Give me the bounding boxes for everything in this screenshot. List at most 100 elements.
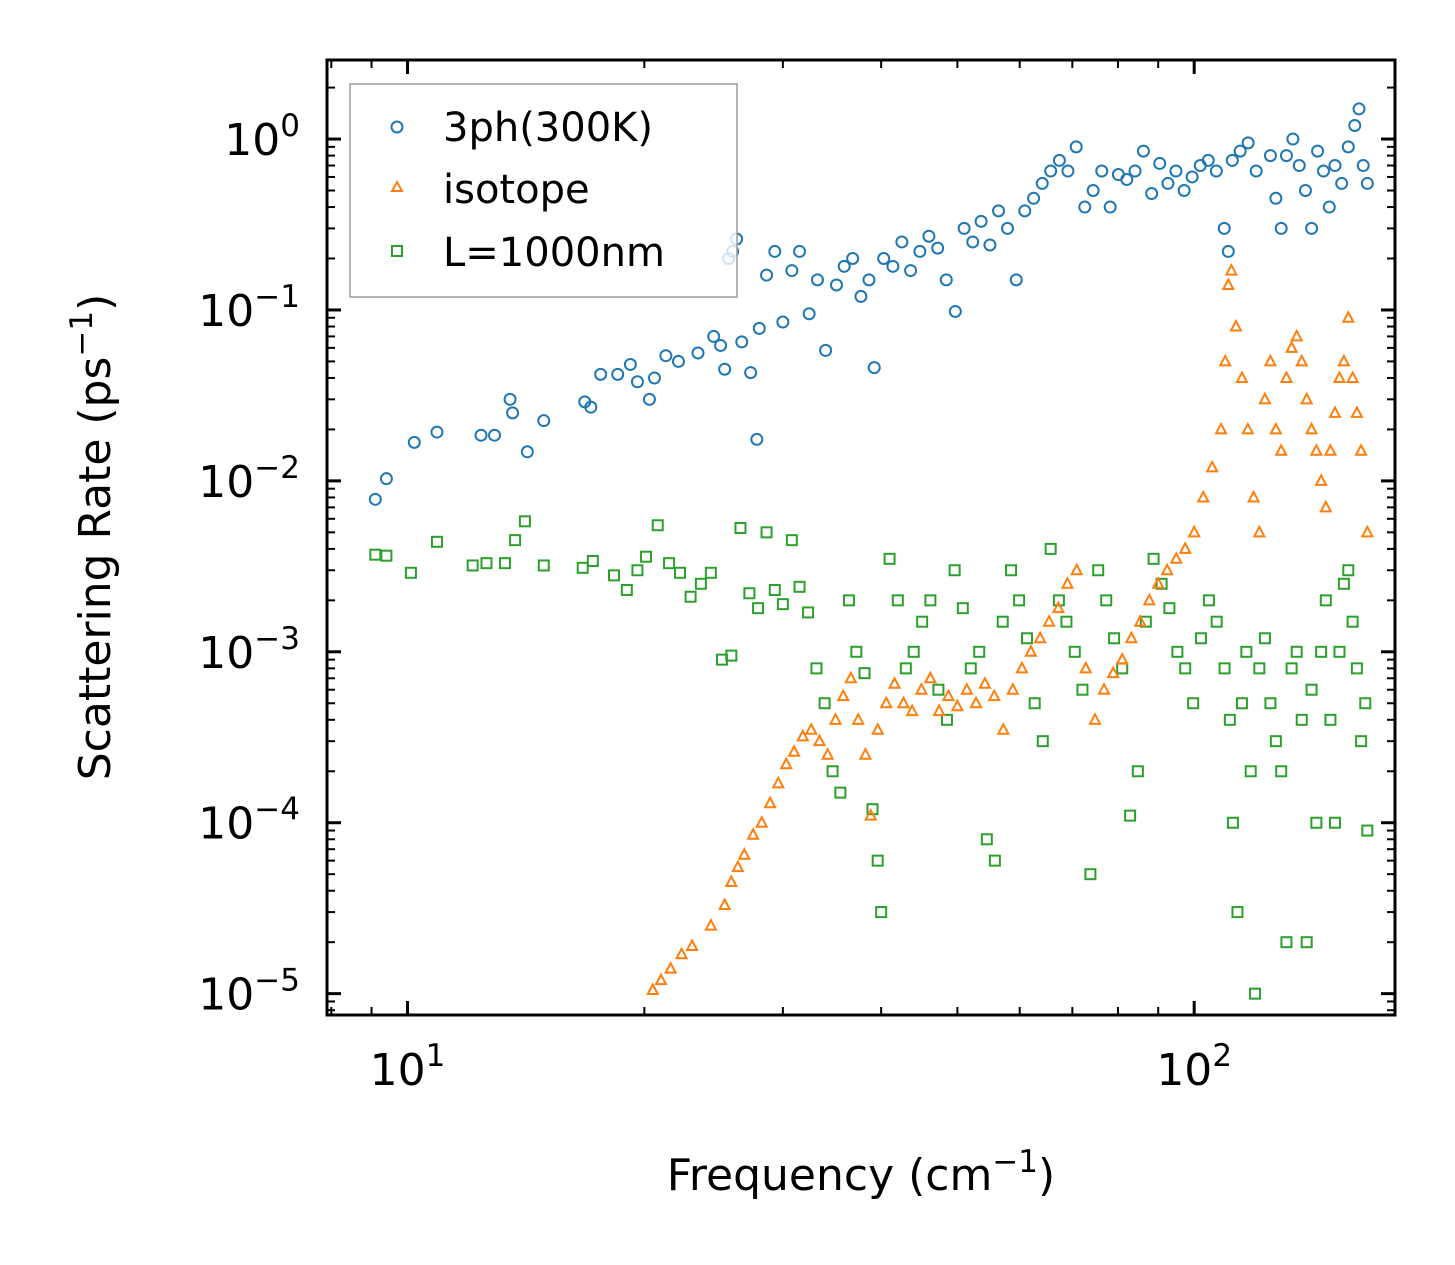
point-isotope [1106, 665, 1120, 679]
point-l1000nm [480, 557, 493, 570]
point-3ph [760, 268, 774, 282]
point-3ph [1095, 164, 1109, 178]
point-l1000nm [663, 557, 676, 570]
point-3ph [1221, 244, 1235, 258]
point-l1000nm [1350, 662, 1363, 675]
point-l1000nm [1337, 577, 1350, 590]
y-tick-label: 10−1 [198, 279, 300, 337]
point-isotope [731, 859, 745, 873]
point-l1000nm [1131, 765, 1144, 778]
point-l1000nm [1202, 594, 1215, 607]
data-marks [368, 102, 1374, 1000]
point-l1000nm [1084, 868, 1097, 881]
point-3ph [707, 329, 721, 343]
point-l1000nm [988, 854, 1001, 867]
point-isotope [1115, 651, 1129, 665]
point-l1000nm [1100, 594, 1113, 607]
point-l1000nm [834, 786, 847, 799]
point-3ph [1348, 119, 1362, 133]
point-3ph [846, 252, 860, 266]
y-tick-label: 10−5 [198, 963, 300, 1021]
point-l1000nm [1324, 713, 1337, 726]
point-isotope [717, 897, 732, 911]
point-3ph [474, 428, 488, 442]
point-l1000nm [725, 649, 738, 662]
series-3ph(300K) [368, 102, 1374, 506]
x-axis-label: Frequency (cm−1) [667, 1144, 1055, 1201]
point-l1000nm [640, 550, 653, 563]
point-3ph [802, 307, 816, 321]
point-3ph [1161, 176, 1175, 190]
y-tick-label: 10−4 [198, 792, 300, 850]
point-3ph [714, 338, 728, 352]
point-isotope [1328, 405, 1342, 418]
legend-entry-3ph: 3ph(300K) [390, 105, 653, 151]
point-isotope [1263, 353, 1278, 367]
point-l1000nm [694, 577, 707, 590]
point-3ph [671, 354, 685, 368]
point-3ph [594, 367, 608, 381]
point-3ph [430, 425, 444, 439]
point-l1000nm [631, 564, 644, 577]
point-3ph [623, 357, 637, 371]
point-isotope [1323, 443, 1338, 456]
point-3ph [1185, 170, 1199, 184]
point-3ph [1286, 132, 1300, 146]
point-isotope [1151, 576, 1165, 589]
point-isotope [836, 688, 850, 702]
point-l1000nm [369, 548, 382, 561]
point-l1000nm [964, 662, 977, 675]
point-isotope [1224, 262, 1239, 276]
point-isotope [685, 938, 699, 951]
point-isotope [1060, 576, 1075, 589]
legend-entry-isotope: isotope [390, 167, 590, 213]
point-isotope [1274, 443, 1288, 456]
point-l1000nm [980, 833, 993, 846]
point-3ph [1069, 140, 1083, 154]
point-isotope [1345, 370, 1360, 383]
series-isotope [646, 262, 1374, 996]
point-isotope [1241, 421, 1255, 435]
point-l1000nm [948, 564, 961, 577]
point-isotope [737, 847, 751, 860]
point-3ph [1274, 221, 1288, 235]
point-isotope [1133, 614, 1147, 627]
point-l1000nm [752, 602, 765, 615]
point-3ph [1145, 187, 1159, 201]
point-isotope [1258, 391, 1272, 405]
point-3ph [1052, 153, 1066, 167]
point-3ph [922, 229, 936, 243]
point-isotope [879, 695, 893, 709]
point-3ph [642, 392, 656, 406]
point-isotope [969, 695, 983, 709]
legend-marker-circle [390, 120, 404, 134]
point-3ph [974, 214, 988, 228]
point-3ph [1311, 144, 1325, 158]
point-3ph [1249, 164, 1263, 178]
point-l1000nm [1295, 713, 1308, 726]
point-l1000nm [1305, 683, 1318, 696]
point-l1000nm [858, 667, 871, 680]
point-3ph [718, 362, 732, 376]
point-l1000nm [1218, 662, 1231, 675]
point-isotope [828, 712, 843, 725]
point-isotope [871, 722, 885, 735]
point-isotope [1218, 353, 1232, 367]
point-isotope [1279, 370, 1294, 383]
point-isotope [1300, 391, 1314, 405]
point-l1000nm [1187, 697, 1200, 710]
point-3ph [1169, 164, 1183, 178]
point-isotope [1309, 443, 1324, 456]
point-l1000nm [1013, 594, 1026, 607]
point-isotope [1024, 644, 1038, 657]
point-isotope [804, 722, 818, 735]
plot-frame [325, 58, 1397, 1017]
point-l1000nm [826, 765, 839, 778]
point-3ph [1233, 144, 1247, 158]
legend-label-3ph: 3ph(300K) [443, 105, 653, 151]
point-l1000nm [785, 534, 798, 547]
point-3ph [752, 321, 766, 335]
point-3ph [1316, 164, 1330, 178]
point-3ph [1061, 164, 1075, 178]
point-3ph [584, 400, 598, 414]
